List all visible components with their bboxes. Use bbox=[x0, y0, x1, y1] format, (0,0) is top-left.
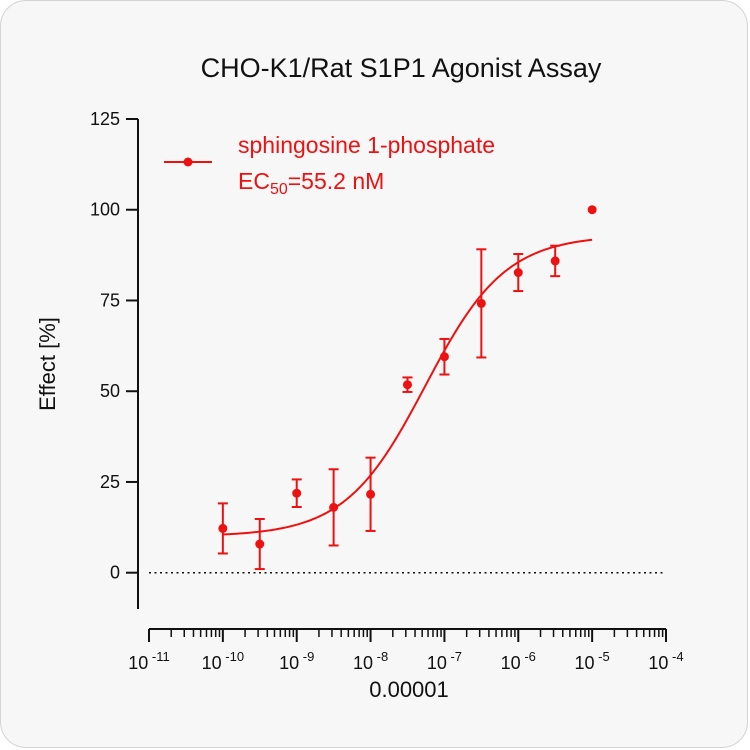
legend-ec50: EC50=55.2 nM bbox=[238, 168, 384, 198]
point-marker bbox=[329, 502, 339, 512]
y-axis-label: Effect [%] bbox=[35, 317, 60, 411]
y-tick-label: 125 bbox=[90, 109, 120, 129]
legend-marker-dot bbox=[183, 157, 193, 167]
x-tick-label: 10 -4 bbox=[648, 649, 683, 673]
legend-label: sphingosine 1-phosphate bbox=[238, 132, 495, 158]
legend: sphingosine 1-phosphate EC50=55.2 nM bbox=[164, 132, 495, 198]
x-tick-label: 10 -6 bbox=[501, 649, 536, 673]
data-point bbox=[365, 456, 376, 532]
ec50-prefix: EC bbox=[238, 168, 270, 194]
x-tick-label: 10 -10 bbox=[202, 649, 244, 673]
data-point bbox=[550, 244, 561, 278]
data-point bbox=[254, 517, 265, 571]
point-marker bbox=[513, 268, 523, 278]
point-marker bbox=[439, 352, 449, 362]
data-point bbox=[439, 337, 450, 376]
x-axis-label: 0.00001 bbox=[369, 677, 449, 702]
data-point bbox=[587, 205, 597, 215]
point-marker bbox=[550, 256, 560, 266]
data-point bbox=[402, 376, 413, 393]
point-marker bbox=[587, 205, 597, 215]
chart-title: CHO-K1/Rat S1P1 Agonist Assay bbox=[201, 53, 602, 83]
x-tick-label: 10 -11 bbox=[128, 649, 169, 673]
fit-curve bbox=[222, 238, 593, 536]
data-point bbox=[291, 478, 302, 509]
data-points bbox=[217, 205, 597, 571]
point-marker bbox=[402, 380, 412, 390]
ec50-value: =55.2 nM bbox=[288, 168, 385, 194]
data-point bbox=[513, 253, 524, 293]
point-marker bbox=[366, 489, 376, 499]
ec50-subscript: 50 bbox=[270, 181, 288, 198]
y-tick-label: 0 bbox=[110, 563, 120, 583]
x-tick-label: 10 -5 bbox=[575, 649, 610, 673]
point-marker bbox=[218, 523, 228, 533]
x-axis: 10 -11 10 -10 10 -9 10 -8 10 -7 10 -6 10 -5 10 … bbox=[128, 628, 684, 673]
data-point bbox=[328, 468, 339, 547]
data-point bbox=[217, 502, 228, 555]
x-tick-label: 10 -8 bbox=[353, 649, 388, 673]
y-tick-label: 50 bbox=[100, 381, 120, 401]
point-marker bbox=[255, 539, 265, 549]
point-marker bbox=[476, 298, 486, 308]
y-tick-label: 25 bbox=[100, 472, 120, 492]
y-tick-label: 100 bbox=[90, 200, 120, 220]
point-marker bbox=[292, 488, 302, 498]
fit-curve-path bbox=[222, 238, 593, 536]
data-point bbox=[476, 248, 487, 359]
x-tick-label: 10 -9 bbox=[279, 649, 314, 673]
x-tick-label: 10 -7 bbox=[427, 649, 462, 673]
y-tick-label: 75 bbox=[100, 290, 120, 310]
y-axis: 0 25 50 75 100 125 bbox=[90, 109, 139, 609]
